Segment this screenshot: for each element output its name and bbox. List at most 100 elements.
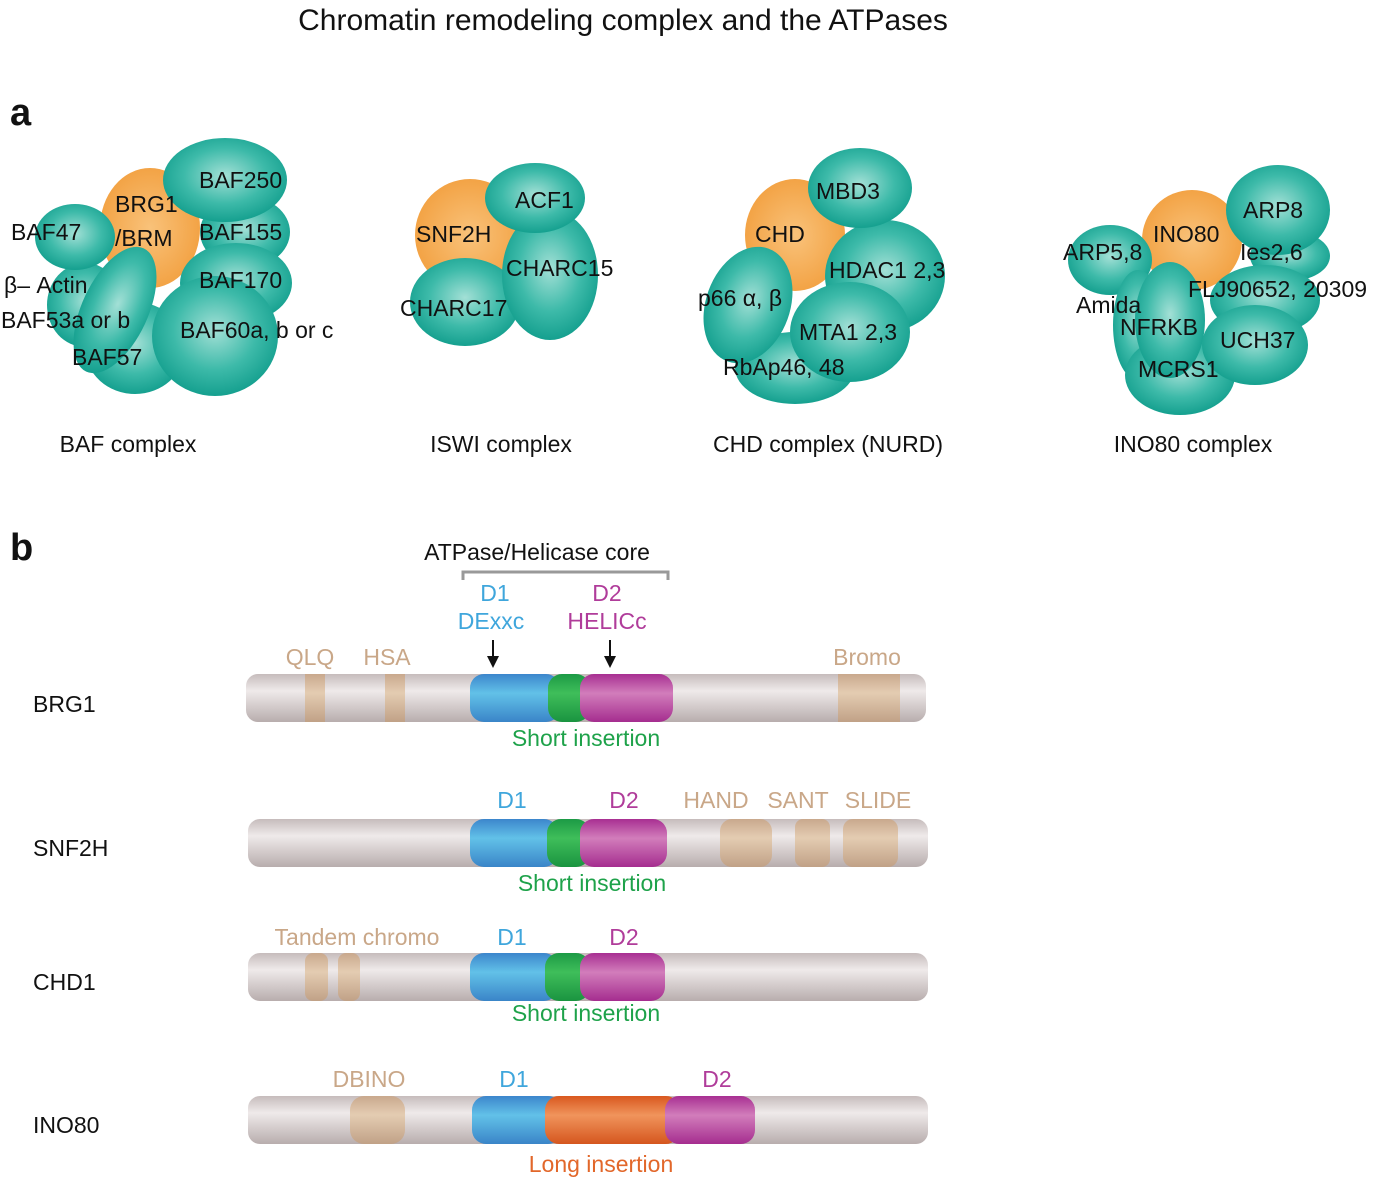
baf60-blob (152, 276, 278, 396)
uch37-blob (1202, 305, 1308, 385)
label-flj: FLJ90652, 20309 (1188, 276, 1367, 302)
label-tandem-chromo: Tandem chromo (275, 924, 440, 950)
d2-domain (580, 819, 667, 867)
protein-name: BRG1 (33, 691, 96, 717)
chromo-domain-2 (338, 953, 360, 1001)
arrow-down-icon (604, 640, 616, 668)
nfrkb-blob (1135, 262, 1205, 378)
short-insertion (547, 819, 590, 867)
header-d1: D1 (480, 580, 509, 606)
label-hsa: HSA (363, 644, 411, 670)
label-d2: D2 (609, 787, 638, 813)
label-chd: CHD (755, 221, 805, 247)
bromo-domain (838, 674, 900, 722)
label-brm: /BRM (115, 225, 173, 251)
label-arp8: ARP8 (1243, 197, 1303, 223)
label-ies: Ies2,6 (1240, 239, 1303, 265)
protein-brg1: BRG1 QLQ HSA Bromo Short insertion (33, 644, 926, 751)
sant-domain (795, 819, 830, 867)
charc17-blob (410, 258, 520, 346)
figure-title: Chromatin remodeling complex and the ATP… (298, 4, 948, 37)
d1-domain (470, 674, 560, 722)
chd-complex: CHD MBD3 HDAC1 2,3 p66 α, β MTA1 2,3 RbA… (698, 148, 945, 457)
qlq-domain (305, 674, 325, 722)
label-baf250: BAF250 (199, 167, 282, 193)
label-insertion: Short insertion (512, 725, 660, 751)
protein-ino80: INO80 DBINO D1 D2 Long insertion (33, 1066, 928, 1177)
baf47-blob (35, 204, 115, 270)
panel-a-letter: a (10, 92, 32, 134)
charc15-blob (502, 210, 598, 340)
label-d2: D2 (702, 1066, 731, 1092)
label-d1: D1 (497, 924, 526, 950)
iswi-complex: SNF2H ACF1 CHARC15 CHARC17 ISWI complex (400, 163, 613, 457)
d2-domain (580, 953, 665, 1001)
arp8-blob (1226, 165, 1330, 255)
caption-iswi: ISWI complex (430, 431, 572, 457)
label-charc17: CHARC17 (400, 295, 507, 321)
protein-name: INO80 (33, 1112, 99, 1138)
caption-baf: BAF complex (60, 431, 197, 457)
label-mcrs1: MCRS1 (1138, 356, 1219, 382)
label-hdac: HDAC1 2,3 (829, 257, 945, 283)
label-baf47: BAF47 (11, 219, 81, 245)
arrow-down-icon (487, 640, 499, 668)
label-d1: D1 (499, 1066, 528, 1092)
label-insertion: Short insertion (512, 1000, 660, 1026)
caption-ino80: INO80 complex (1114, 431, 1273, 457)
label-insertion: Short insertion (518, 870, 666, 896)
label-dbino: DBINO (333, 1066, 406, 1092)
slide-domain (843, 819, 898, 867)
label-mta1: MTA1 2,3 (799, 319, 897, 345)
panel-b-letter: b (10, 527, 33, 569)
label-bromo: Bromo (833, 644, 901, 670)
mta1-blob (790, 282, 910, 382)
baf250-blob (163, 138, 287, 222)
header-d2: D2 (592, 580, 621, 606)
label-qlq: QLQ (286, 644, 335, 670)
label-p66: p66 α, β (698, 285, 782, 311)
core-bracket (461, 570, 670, 580)
label-amida: Amida (1076, 292, 1141, 318)
label-snf2h: SNF2H (416, 221, 491, 247)
p66-blob (703, 246, 793, 364)
protein-name: SNF2H (33, 835, 108, 861)
label-baf170: BAF170 (199, 267, 282, 293)
baf-complex: BRG1 /BRM BAF250 BAF155 BAF47 β– Actin B… (1, 138, 333, 457)
label-mbd3: MBD3 (816, 178, 880, 204)
label-uch37: UCH37 (1220, 327, 1295, 353)
protein-snf2h: SNF2H D1 D2 HAND SANT SLIDE Short insert… (33, 787, 928, 896)
d1-domain (472, 1096, 562, 1144)
short-insertion (545, 953, 590, 1001)
label-nfrkb: NFRKB (1120, 314, 1198, 340)
long-insertion (545, 1096, 680, 1144)
label-rbap: RbAp46, 48 (723, 354, 844, 380)
label-ino80: INO80 (1153, 221, 1219, 247)
hsa-domain (385, 674, 405, 722)
label-charc15: CHARC15 (506, 255, 613, 281)
label-arp58: ARP5,8 (1063, 239, 1142, 265)
protein-name: CHD1 (33, 969, 96, 995)
label-hand: HAND (683, 787, 748, 813)
label-acf1: ACF1 (515, 187, 574, 213)
header-helicc: HELICc (567, 608, 646, 634)
label-actin: β– Actin (4, 272, 88, 298)
dbino-domain (350, 1096, 405, 1144)
label-d1: D1 (497, 787, 526, 813)
label-insertion: Long insertion (529, 1151, 674, 1177)
mbd3-blob (808, 148, 912, 228)
ino80-complex: INO80 ARP8 ARP5,8 Ies2,6 FLJ90652, 20309… (1063, 165, 1367, 457)
label-d2: D2 (609, 924, 638, 950)
protein-chd1: CHD1 Tandem chromo D1 D2 Short insertion (33, 924, 928, 1026)
label-slide: SLIDE (845, 787, 911, 813)
d2-domain (580, 674, 673, 722)
caption-chd: CHD complex (NURD) (713, 431, 943, 457)
label-baf57: BAF57 (72, 344, 142, 370)
core-label: ATPase/Helicase core (424, 539, 650, 565)
d1-domain (470, 953, 558, 1001)
d1-domain (470, 819, 558, 867)
short-insertion (548, 674, 590, 722)
hand-domain (720, 819, 772, 867)
acf1-blob (485, 163, 585, 233)
